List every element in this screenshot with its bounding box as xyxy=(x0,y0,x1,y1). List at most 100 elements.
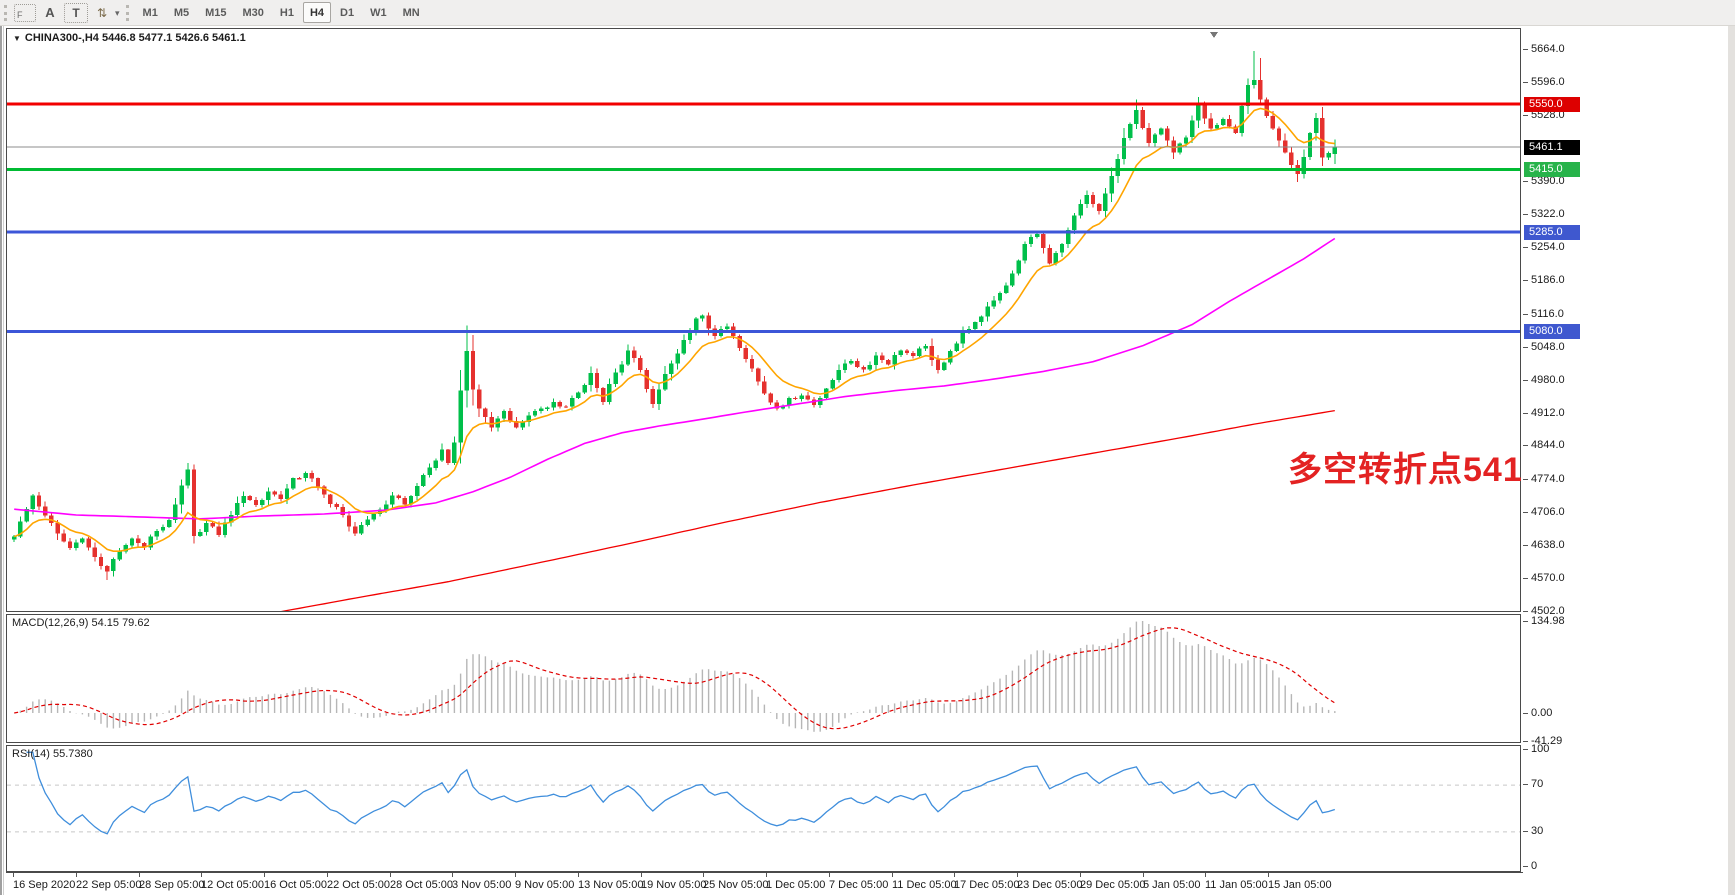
price-tick-mark xyxy=(1523,181,1528,182)
ohlc-values: 5446.8 5477.1 5426.6 5461.1 xyxy=(101,32,246,44)
macd-label: MACD(12,26,9) 54.15 79.62 xyxy=(12,617,150,629)
text-label-tool-button[interactable]: A xyxy=(38,2,62,24)
price-tick-mark xyxy=(1523,512,1528,513)
price-tick-mark xyxy=(1523,49,1528,50)
current-price-tag: 5461.1 xyxy=(1524,140,1580,155)
price-tick-label: 4912.0 xyxy=(1531,407,1565,419)
price-tick-mark xyxy=(1523,115,1528,116)
timeframe-button-MN[interactable]: MN xyxy=(402,6,420,19)
time-tick-mark xyxy=(1017,873,1018,877)
timeframe-button-D1[interactable]: D1 xyxy=(340,6,355,19)
rsi-value: 55.7380 xyxy=(52,748,93,760)
time-tick-mark xyxy=(139,873,140,877)
window-left-edge xyxy=(0,26,2,895)
rsi-tick-mark xyxy=(1523,866,1528,867)
macd-panel[interactable]: MACD(12,26,9) 54.15 79.62 xyxy=(6,614,1521,743)
macd-tick-mark xyxy=(1523,621,1528,622)
time-tick-mark xyxy=(578,873,579,877)
rsi-tick-label: 30 xyxy=(1531,825,1544,837)
macd-canvas[interactable] xyxy=(7,615,1520,742)
rsi-label: RSI(14) 55.7380 xyxy=(12,748,93,760)
dropdown-caret-icon[interactable]: ▾ xyxy=(115,8,120,18)
price-tick-label: 4570.0 xyxy=(1531,572,1565,584)
time-tick-label: 16 Oct 05:00 xyxy=(264,879,327,891)
toolbar: F A T ⇅ ▾ M1 M5 M15 M30 H1 H4 D1 W1 MN xyxy=(0,0,1735,26)
timeframe-button-M1[interactable]: M1 xyxy=(142,6,158,19)
price-tick-label: 4706.0 xyxy=(1531,506,1565,518)
timeframe-button-group: M1 M5 M15 M30 H1 H4 D1 W1 MN xyxy=(135,2,428,23)
toolbar-drag-handle[interactable] xyxy=(4,4,7,21)
time-tick-mark xyxy=(703,873,704,877)
time-tick-label: 5 Jan 05:00 xyxy=(1143,879,1201,891)
timeframe-button-M15[interactable]: M15 xyxy=(205,6,227,19)
price-tick-label: 5664.0 xyxy=(1531,43,1565,55)
time-tick-label: 3 Nov 05:00 xyxy=(452,879,512,891)
time-tick-mark xyxy=(829,873,830,877)
rsi-panel[interactable]: RSI(14) 55.7380 xyxy=(6,745,1521,872)
chart-title: ▼ CHINA300-,H4 5446.8 5477.1 5426.6 5461.… xyxy=(13,32,246,44)
time-tick-label: 25 Nov 05:00 xyxy=(703,879,769,891)
timeframe-button-W1[interactable]: W1 xyxy=(370,6,387,19)
time-tick-label: 16 Sep 2020 xyxy=(13,879,76,891)
timeframe-button-M5[interactable]: M5 xyxy=(173,6,190,19)
time-tick-label: 15 Jan 05:00 xyxy=(1268,879,1332,891)
price-tick-mark xyxy=(1523,479,1528,480)
main-chart-canvas[interactable] xyxy=(7,29,1520,611)
price-tick-mark xyxy=(1523,214,1528,215)
price-tick-label: 5048.0 xyxy=(1531,341,1565,353)
level-price-tag-5285: 5285.0 xyxy=(1524,225,1580,240)
price-axis[interactable]: 5664.0 5596.0 5528.0 5390.0 5322.0 5254.0 5186… xyxy=(1523,26,1728,895)
time-tick-mark xyxy=(13,873,14,877)
window-left-edge-inner xyxy=(3,26,4,895)
time-tick-mark xyxy=(1268,873,1269,877)
price-tick-label: 5390.0 xyxy=(1531,175,1565,187)
price-tick-label: 4502.0 xyxy=(1531,605,1565,617)
arrows-tool-button[interactable]: ⇅ xyxy=(90,2,114,24)
price-tick-label: 5186.0 xyxy=(1531,274,1565,286)
main-chart-panel[interactable]: ▼ CHINA300-,H4 5446.8 5477.1 5426.6 5461.… xyxy=(6,28,1542,612)
price-tick-label: 5116.0 xyxy=(1531,308,1564,320)
chart-text-annotation[interactable]: 多空转折点5415 xyxy=(1288,451,1543,489)
time-tick-label: 22 Sep 05:00 xyxy=(76,879,142,891)
price-tick-mark xyxy=(1523,413,1528,414)
level-price-tag-5550: 5550.0 xyxy=(1524,97,1580,112)
time-tick-label: 19 Nov 05:00 xyxy=(641,879,707,891)
fibonacci-tool-button[interactable]: F xyxy=(14,3,36,22)
price-tick-label: 5596.0 xyxy=(1531,76,1565,88)
text-tool-icon: T xyxy=(72,5,80,20)
macd-tick-label: 134.98 xyxy=(1531,615,1565,627)
time-tick-mark xyxy=(201,873,202,877)
time-tick-label: 17 Dec 05:00 xyxy=(954,879,1020,891)
time-axis[interactable]: 16 Sep 2020 22 Sep 05:00 28 Sep 05:00 12 Oc… xyxy=(6,872,1523,895)
level-price-tag-5415: 5415.0 xyxy=(1524,162,1580,177)
time-tick-mark xyxy=(1080,873,1081,877)
time-tick-label: 1 Dec 05:00 xyxy=(766,879,826,891)
rsi-canvas[interactable] xyxy=(7,746,1520,871)
timeframe-button-M30[interactable]: M30 xyxy=(242,6,264,19)
price-tick-mark xyxy=(1523,578,1528,579)
timeframe-group-drag-handle[interactable] xyxy=(125,4,129,21)
rsi-tick-mark xyxy=(1523,749,1528,750)
time-tick-mark xyxy=(954,873,955,877)
timeframe-button-H1[interactable]: H1 xyxy=(279,6,294,19)
time-tick-mark xyxy=(452,873,453,877)
price-tick-label: 5322.0 xyxy=(1531,208,1565,220)
arrows-icon: ⇅ xyxy=(96,5,108,20)
price-tick-mark xyxy=(1523,247,1528,248)
price-tick-label: 5254.0 xyxy=(1531,241,1565,253)
price-tick-mark xyxy=(1523,545,1528,546)
macd-tick-mark xyxy=(1523,713,1528,714)
text-tool-button[interactable]: T xyxy=(64,2,88,23)
time-tick-label: 13 Nov 05:00 xyxy=(578,879,644,891)
chart-shift-marker-icon[interactable] xyxy=(1210,32,1218,38)
window-right-edge[interactable] xyxy=(1728,26,1735,895)
time-tick-label: 11 Jan 05:00 xyxy=(1205,879,1268,891)
time-tick-label: 22 Oct 05:00 xyxy=(327,879,390,891)
timeframe-button-H4[interactable]: H4 xyxy=(302,2,332,23)
macd-values: 54.15 79.62 xyxy=(91,617,150,629)
macd-tick-label: 0.00 xyxy=(1531,707,1553,719)
rsi-line xyxy=(26,751,1335,835)
time-tick-label: 11 Dec 05:00 xyxy=(892,879,957,891)
one-click-trading-caret-icon[interactable]: ▼ xyxy=(13,34,21,43)
price-tick-mark xyxy=(1523,611,1528,612)
